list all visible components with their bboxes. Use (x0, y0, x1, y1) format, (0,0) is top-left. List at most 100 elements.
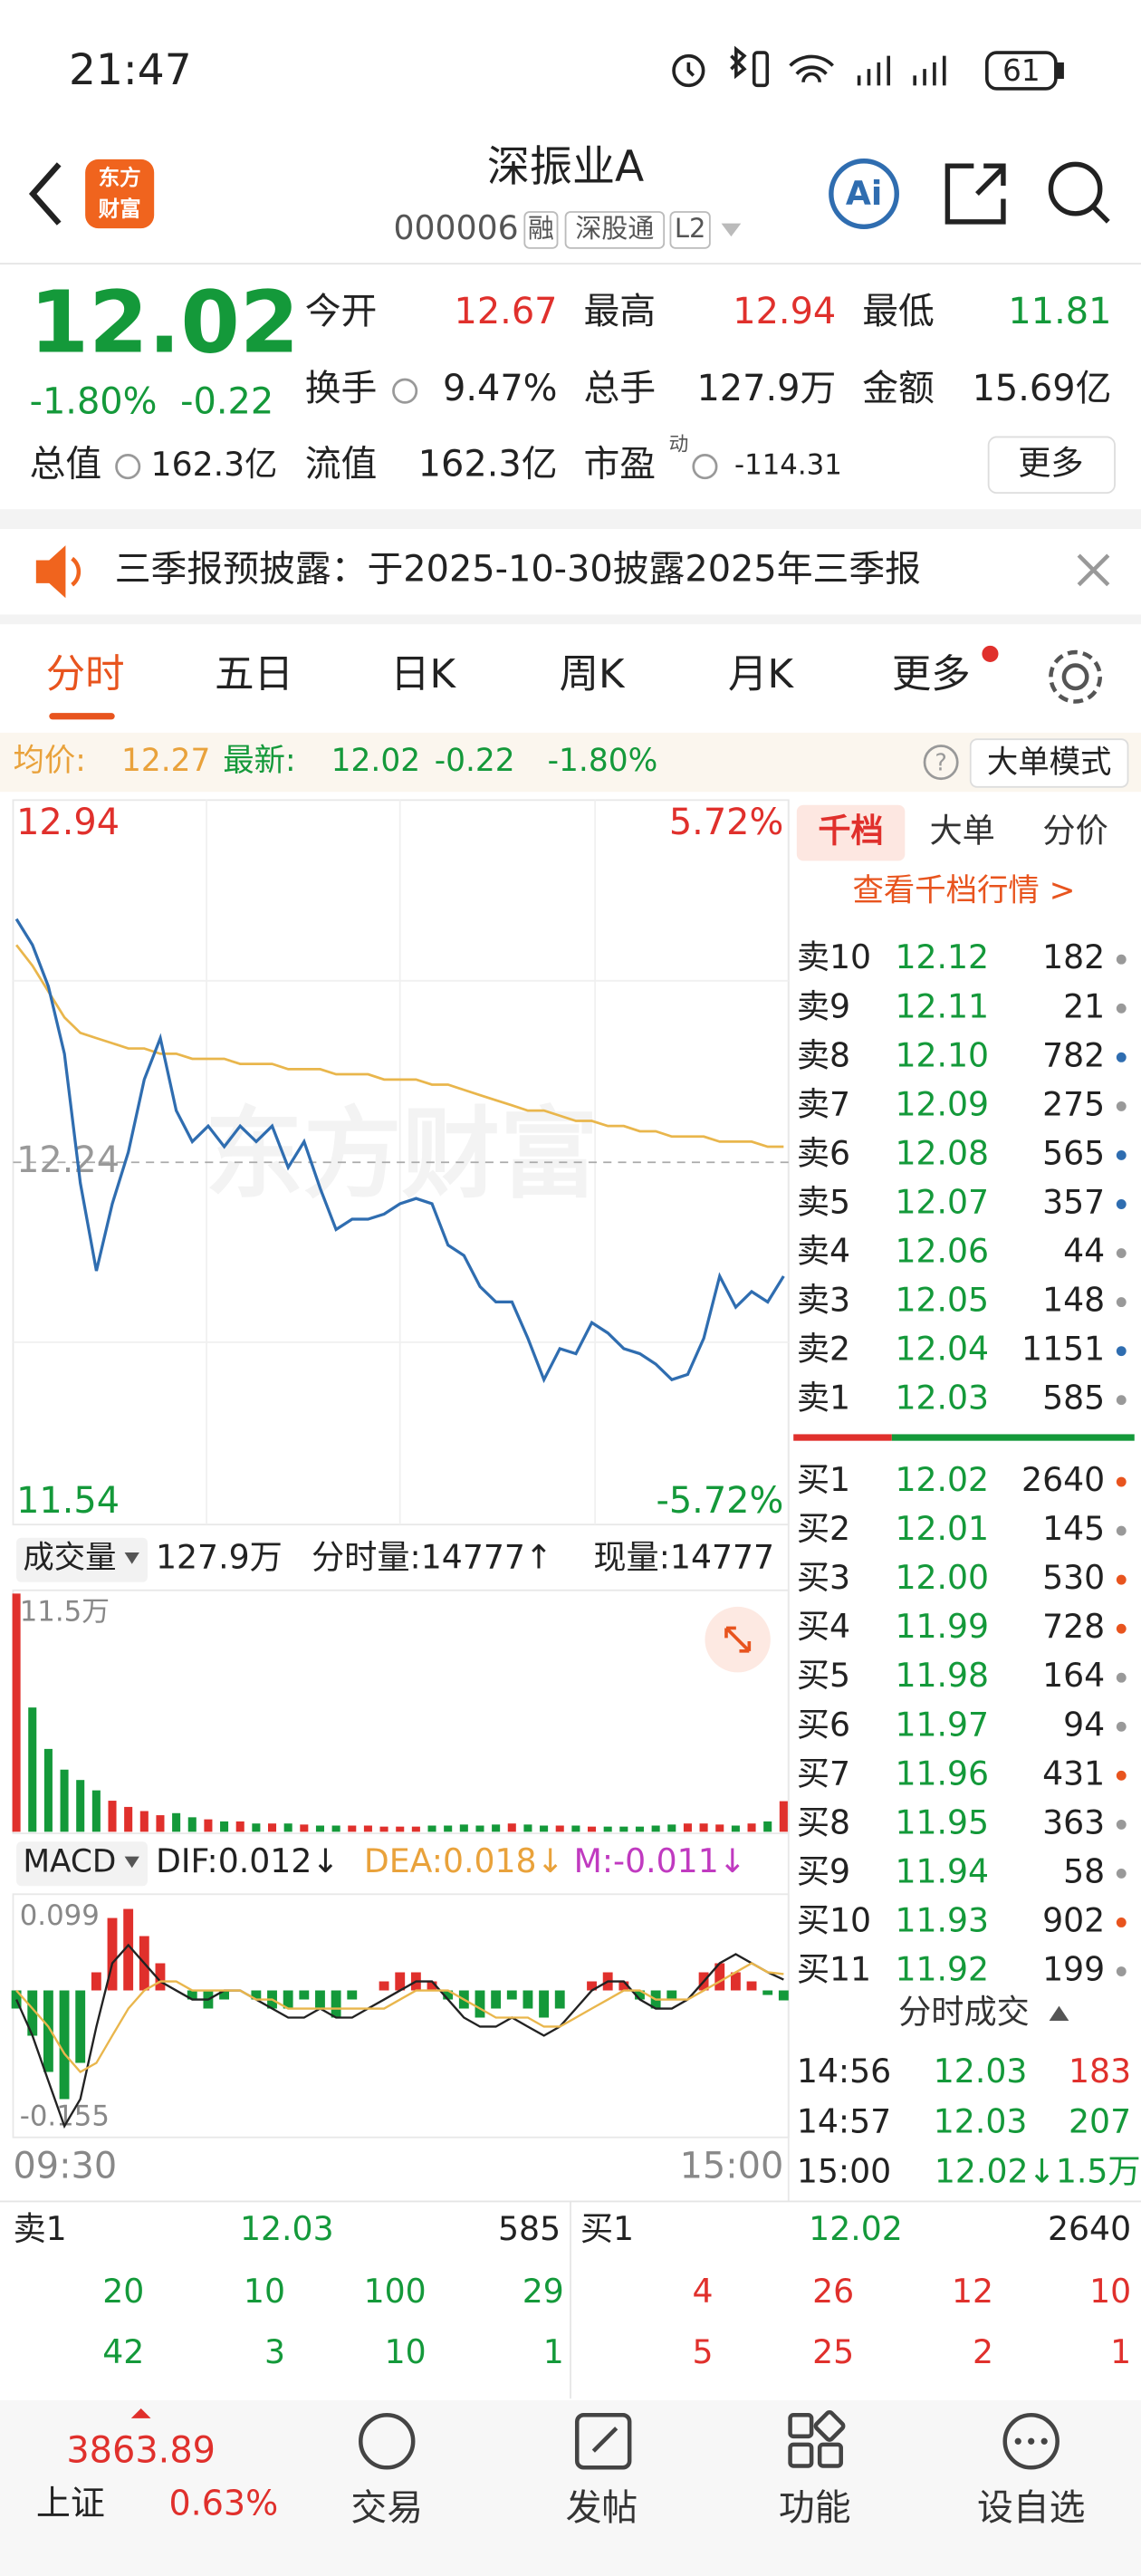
volume-bar (635, 1826, 645, 1832)
macd-bar (331, 1990, 341, 2018)
line (14, 918, 785, 1384)
volume-bar (540, 1825, 549, 1832)
tab[interactable]: 周K (560, 652, 626, 697)
tab[interactable]: 五日 (215, 652, 293, 697)
tab[interactable]: 日K (390, 652, 456, 697)
bottom-nav (0, 2399, 1141, 2576)
queue-price: 12.02 (809, 2209, 903, 2248)
volume-total: 127.9万 (156, 1537, 283, 1576)
queue-order: 25 (812, 2332, 854, 2371)
nav-item[interactable]: 功能 (779, 2487, 851, 2529)
book-dot (1116, 1199, 1127, 1209)
book-volume: 44 (1063, 1232, 1105, 1271)
close-notice[interactable] (1077, 553, 1110, 587)
more-button-label[interactable]: 更多 (1018, 443, 1083, 482)
search-button[interactable] (1048, 161, 1110, 224)
nav-item[interactable]: 设自选 (977, 2487, 1085, 2529)
settings-button[interactable] (1049, 649, 1103, 704)
tag: 融 (528, 213, 554, 244)
volume-bar (331, 1825, 340, 1832)
field-label: 总手 (583, 368, 656, 409)
trade-time: 15:00 (797, 2152, 891, 2191)
book-label: 买11 (797, 1950, 871, 1989)
macd-bar (587, 1981, 597, 1991)
nav-item[interactable]: 交易 (350, 2487, 423, 2529)
book-tab[interactable]: 千档 (818, 812, 883, 851)
macd-bar (539, 1990, 550, 2018)
book-price: 12.09 (895, 1084, 989, 1123)
tag: L2 (675, 213, 706, 244)
field-label: 市盈 (583, 444, 656, 485)
macd-bar (554, 1990, 565, 2009)
volume-bar (427, 1825, 436, 1832)
book-dot (1116, 1574, 1127, 1585)
volume-bar (492, 1824, 501, 1832)
mode-button[interactable] (969, 738, 1129, 788)
more-button[interactable] (987, 436, 1116, 495)
book-tab[interactable]: 大单 (929, 812, 994, 851)
nav-item[interactable]: 发帖 (566, 2487, 638, 2529)
macd-selector[interactable] (16, 1841, 148, 1887)
ai-label[interactable]: Ai (846, 174, 882, 213)
book-label: 卖4 (797, 1232, 850, 1271)
index-value: 3863.89 (66, 2429, 216, 2471)
book-label: 卖8 (797, 1035, 850, 1074)
macd-bar (714, 1963, 725, 1991)
mode-label[interactable]: 大单模式 (987, 745, 1111, 781)
book-label: 买4 (797, 1607, 850, 1646)
macd-bar (395, 1972, 406, 1991)
field-label: 换手 (305, 368, 378, 409)
help-icon[interactable] (923, 745, 959, 781)
queue-order: 29 (523, 2272, 564, 2311)
info-text: 均价: (13, 743, 85, 779)
volume-bar (187, 1817, 197, 1832)
line (15, 944, 784, 1149)
macd-bar (666, 1990, 677, 2000)
tab-underline (49, 713, 115, 720)
field-label: 流值 (305, 444, 378, 485)
macd-bar (523, 1990, 533, 2009)
logo-text: 财富 (99, 197, 141, 222)
share-button[interactable] (944, 163, 1006, 225)
volume-bar (651, 1825, 660, 1832)
tab[interactable]: 月K (728, 652, 794, 697)
ai-button[interactable] (829, 159, 899, 230)
queue-order: 12 (952, 2272, 993, 2311)
time-label: 09:30 (13, 2146, 117, 2187)
info-icon (692, 454, 718, 480)
watermark: 东方财富 (205, 1097, 598, 1212)
book-label: 卖10 (797, 937, 871, 976)
book-dot (1116, 1672, 1127, 1683)
trade-volume: 207 (1069, 2101, 1131, 2140)
volume-bar (779, 1801, 788, 1832)
book-tab[interactable]: 分价 (1042, 812, 1107, 851)
macd-bar (107, 1918, 118, 1991)
macd-bar (475, 1990, 485, 2018)
superscript: 动 (669, 434, 689, 457)
book-link[interactable]: 查看千档行情 > (852, 872, 1075, 908)
book-volume: 585 (1042, 1379, 1105, 1418)
field-label: 金额 (862, 368, 935, 409)
book-volume: 148 (1042, 1281, 1105, 1320)
book-dot (1116, 954, 1127, 965)
back-button[interactable] (28, 162, 62, 226)
info-text: -0.22 (435, 743, 515, 779)
pct-label: -5.72% (656, 1480, 783, 1522)
trade-price: 12.03 (934, 2052, 1028, 2091)
tab[interactable]: 分时 (46, 652, 125, 697)
tab[interactable]: 更多 (892, 652, 971, 697)
macd-bar (155, 1963, 166, 1991)
info-text: 12.02 (331, 743, 420, 779)
book-volume: 182 (1042, 937, 1105, 976)
book-label: 买9 (797, 1851, 850, 1890)
volume-bar (555, 1825, 564, 1832)
volume-selector[interactable] (16, 1537, 148, 1582)
trade-time: 14:56 (797, 2052, 891, 2091)
queue-order: 10 (1089, 2272, 1131, 2311)
book-dot (1116, 1101, 1127, 1111)
field-label: 总值 (30, 444, 102, 485)
volume-bar (396, 1826, 405, 1832)
book-label: 买2 (797, 1509, 850, 1548)
book-dot (1116, 1052, 1127, 1062)
